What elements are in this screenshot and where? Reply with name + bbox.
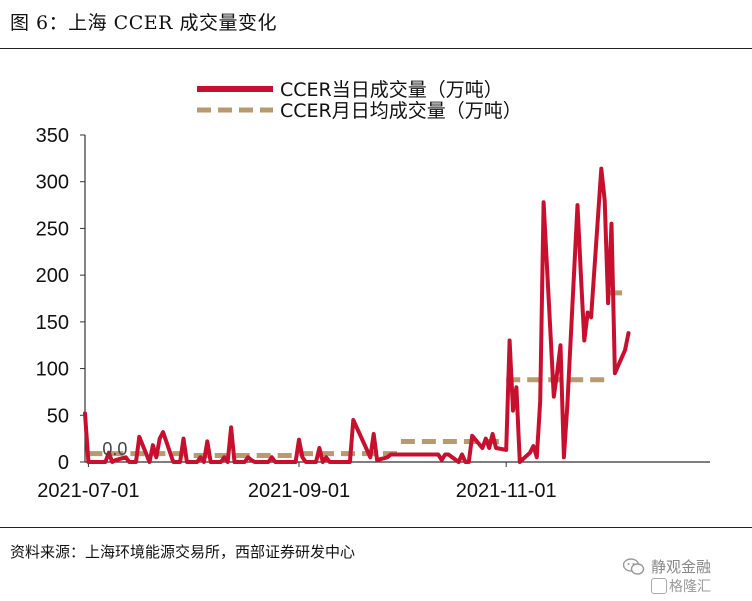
figure-title: 图 6：上海 CCER 成交量变化 [10,12,277,34]
watermark-brand: 格隆汇 [669,579,711,595]
watermark-name: 静观金融 [651,558,712,576]
bottom-rule [0,527,752,528]
legend: CCER当日成交量（万吨）CCER月日均成交量（万吨） [197,79,522,122]
y-tick-label: 350 [36,125,69,147]
daily-volume-line [83,166,631,464]
y-tick-label: 300 [36,172,69,194]
y-tick-label: 0 [58,452,69,474]
y-tick-label: 250 [36,218,69,240]
x-tick-label: 2021-09-01 [248,480,350,502]
y-tick-label: 100 [36,359,69,381]
y-tick-label: 50 [47,405,69,427]
watermark: 静观金融 格隆汇 [623,556,748,596]
legend-label-avg: CCER月日均成交量（万吨） [280,100,522,122]
x-tick-label: 2021-11-01 [456,480,557,502]
series-layer [83,166,631,464]
x-tick-label: 2021-07-01 [37,480,139,502]
top-rule [0,48,752,49]
y-tick-label: 150 [36,312,69,334]
y-tick-label: 200 [36,265,69,287]
wechat-icon [623,558,645,575]
legend-label-daily: CCER当日成交量（万吨） [280,79,503,101]
source-note: 资料来源：上海环境能源交易所，西部证券研发中心 [10,543,356,561]
chart: CCER当日成交量（万吨）CCER月日均成交量（万吨） 0 50 100 150 200… [36,79,710,502]
annotation-layer: 0.0 [102,439,127,459]
axes: 0 50 100 150 200 250 300 350 2021-07-01 2021-09-0… [36,125,710,502]
brand-logo-icon [651,578,667,594]
annotation-label: 0.0 [102,439,127,459]
